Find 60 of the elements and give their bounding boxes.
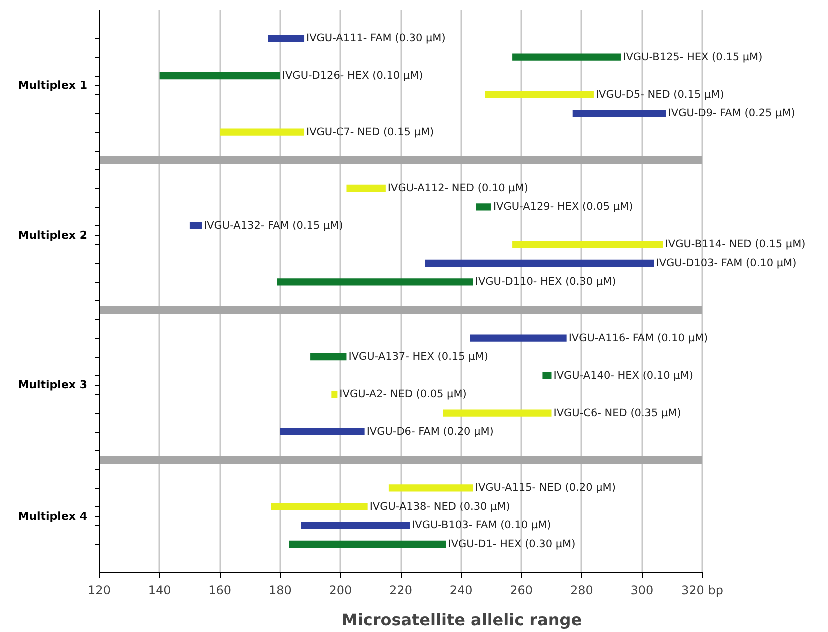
x-tick-label: 200 bbox=[329, 584, 352, 598]
x-tick-label: 300 bbox=[630, 584, 654, 598]
bar bbox=[332, 390, 338, 398]
y-tick-label: IVGU-D126- HEX (0.10 µM) bbox=[282, 70, 424, 82]
x-tick-label: 240 bbox=[450, 584, 473, 598]
y-tick-label: IVGU-A2- NED (0.05 µM) bbox=[340, 388, 467, 401]
y-tick-label: IVGU-A112- NED (0.10 µM) bbox=[388, 182, 529, 194]
y-tick-label: IVGU-D110- HEX (0.30 µM) bbox=[475, 276, 616, 288]
y-tick-label: IVGU-D103- FAM (0.10 µM) bbox=[656, 257, 797, 270]
y-tick-label: IVGU-D9- FAM (0.25 µM) bbox=[668, 108, 796, 120]
x-tick-label: 180 bbox=[268, 584, 292, 598]
bar bbox=[542, 372, 552, 380]
y-tick-label: IVGU-A116- FAM (0.10 µM) bbox=[568, 332, 708, 344]
bar bbox=[220, 128, 305, 136]
y-tick-label: IVGU-A137- HEX (0.15 µM) bbox=[348, 351, 488, 364]
y-tick-label: IVGU-A138- NED (0.30 µM) bbox=[370, 500, 510, 513]
y-tick-label: IVGU-C7- NED (0.15 µM) bbox=[306, 126, 434, 138]
y-tick-label: IVGU-A129- HEX (0.05 µM) bbox=[493, 201, 634, 214]
bar bbox=[280, 428, 365, 436]
y-tick-label: IVGU-C6- NED (0.35 µM) bbox=[554, 407, 682, 420]
x-tick-label: 260 bbox=[510, 584, 534, 598]
bar bbox=[476, 204, 492, 211]
y-tick-label: IVGU-A140- HEX (0.10 µM) bbox=[554, 370, 694, 382]
text: Multiplex 2 bbox=[18, 228, 88, 242]
bar bbox=[310, 354, 347, 361]
bar bbox=[289, 540, 446, 548]
x-tick-label: 160 bbox=[208, 584, 232, 598]
bar bbox=[346, 184, 386, 192]
bar bbox=[425, 260, 654, 267]
bar bbox=[388, 484, 474, 492]
x-tick-label: 140 bbox=[148, 584, 172, 598]
bar bbox=[572, 110, 666, 118]
bar bbox=[190, 222, 202, 230]
bar bbox=[485, 91, 594, 98]
y-tick-label: IVGU-D5- NED (0.15 µM) bbox=[596, 88, 724, 101]
bar bbox=[271, 503, 368, 510]
text: Multiplex 4 bbox=[18, 510, 88, 523]
bar bbox=[160, 72, 280, 80]
y-tick-label: IVGU-A115- NED (0.20 µM) bbox=[475, 482, 616, 494]
text: Multiplex 3 bbox=[18, 378, 88, 392]
text: Multiplex 1 bbox=[18, 78, 88, 92]
bar bbox=[443, 410, 552, 417]
x-tick-label: 320 bp bbox=[682, 584, 724, 598]
y-tick-label: IVGU-D1- HEX (0.30 µM) bbox=[448, 538, 576, 550]
x-tick-label: 280 bbox=[570, 584, 594, 598]
bar bbox=[302, 522, 410, 530]
y-tick-label: IVGU-A111- FAM (0.30 µM) bbox=[306, 32, 446, 45]
y-tick-label: IVGU-B125- HEX (0.15 µM) bbox=[623, 51, 763, 64]
x-tick-label: 220 bbox=[390, 584, 412, 598]
bar bbox=[268, 35, 305, 42]
bar bbox=[470, 334, 567, 342]
y-tick-label: IVGU-B114- NED (0.15 µM) bbox=[665, 238, 806, 251]
y-tick-label: IVGU-D6- FAM (0.20 µM) bbox=[366, 426, 494, 438]
bar bbox=[512, 54, 622, 61]
x-axis-title: Microsatellite allelic range bbox=[342, 610, 582, 630]
y-tick-label: IVGU-B103- FAM (0.10 µM) bbox=[412, 520, 552, 532]
y-tick-label: IVGU-A132- FAM (0.15 µM) bbox=[204, 220, 344, 232]
x-tick-label: 120 bbox=[88, 584, 111, 598]
bar bbox=[512, 241, 664, 248]
bar bbox=[277, 278, 474, 286]
